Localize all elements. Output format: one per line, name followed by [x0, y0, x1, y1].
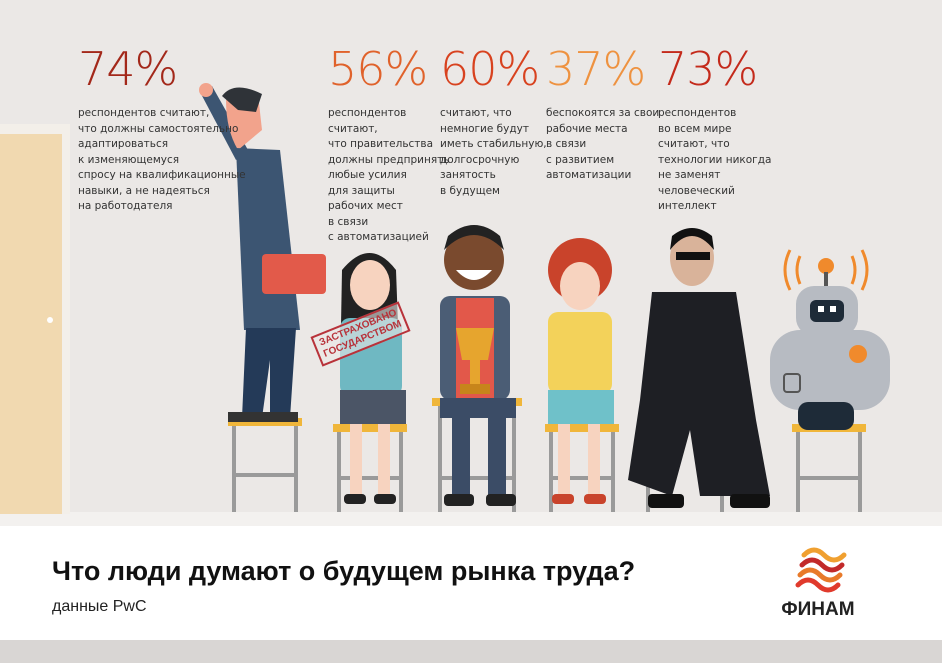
standing-man — [199, 83, 326, 422]
stat-percent: 37% — [546, 42, 646, 96]
stat-description: респондентов считают, что должны самосто… — [78, 107, 246, 212]
stat-37: 37% беспокоятся за свои рабочие места в … — [546, 44, 659, 184]
footer: Что люди думают о будущем рынка труда? д… — [0, 526, 942, 640]
chair — [228, 418, 302, 512]
chair — [792, 424, 866, 512]
robot — [770, 249, 890, 430]
seated-man-coat — [628, 228, 770, 508]
stat-description: респондентов во всем мире считают, что т… — [658, 107, 772, 212]
infographic-scene: 74% респондентов считают, что должны сам… — [0, 0, 942, 526]
source-note: данные PwC — [52, 598, 147, 615]
stat-60: 60% считают, что немногие будут иметь ст… — [440, 44, 547, 199]
stat-description: респондентов считают, что правительства … — [328, 107, 450, 243]
stat-56: 56% респондентов считают, что правительс… — [328, 44, 449, 246]
stat-percent: 74% — [78, 42, 178, 96]
stat-percent: 56% — [328, 42, 428, 96]
stat-description: считают, что немногие будут иметь стабил… — [440, 107, 547, 197]
page-title: Что люди думают о будущем рынка труда? — [52, 556, 636, 586]
illustration — [0, 83, 890, 514]
floor — [0, 512, 942, 526]
finam-logo: ФИНАМ — [768, 541, 868, 631]
chairs — [228, 398, 866, 512]
door — [0, 124, 70, 514]
seated-woman — [340, 253, 406, 504]
stat-percent: 73% — [658, 42, 758, 96]
stat-description: беспокоятся за свои рабочие места в связ… — [546, 107, 660, 181]
stat-percent: 60% — [440, 42, 540, 96]
logo-mark-icon — [795, 547, 847, 593]
stat-74: 74% респондентов считают, что должны сам… — [78, 44, 246, 215]
logo-text: ФИНАМ — [781, 599, 855, 620]
seated-woman-nervous — [548, 238, 614, 504]
chair — [333, 424, 407, 512]
stat-73: 73% респондентов во всем мире считают, ч… — [658, 44, 771, 215]
seated-man-trophy — [440, 225, 516, 506]
